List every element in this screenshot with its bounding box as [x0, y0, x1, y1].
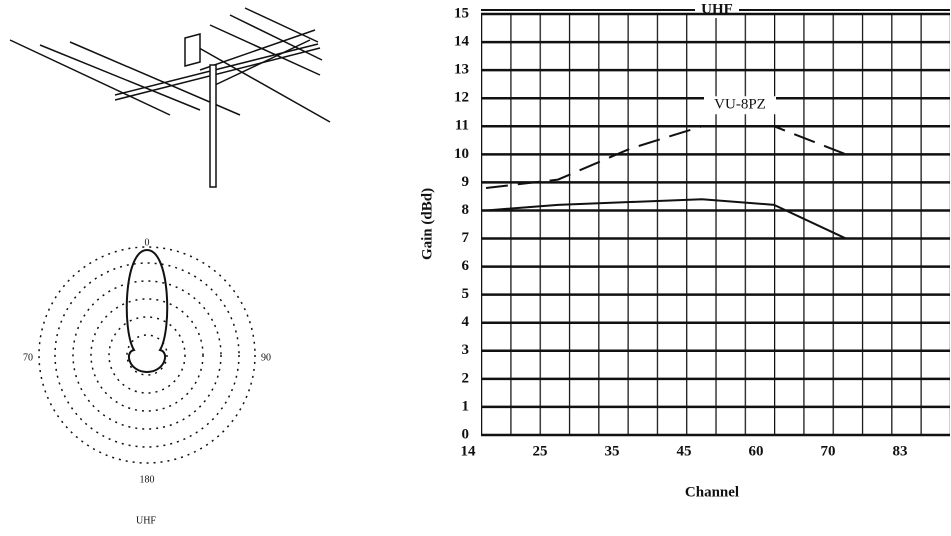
y-tick-label: 6 [462, 258, 470, 274]
y-tick-label: 15 [454, 5, 469, 21]
polar-label: 90 [261, 352, 271, 363]
y-tick-label: 9 [462, 174, 470, 190]
y-tick-label: 12 [454, 90, 469, 106]
series-label-bg [704, 96, 776, 115]
series-line [485, 198, 847, 240]
y-tick-label: 5 [462, 286, 470, 302]
y-tick-label: 1 [462, 398, 470, 414]
x-tick-label: 14 [461, 443, 477, 459]
y-tick-label: 3 [462, 342, 470, 358]
y-tick-label: 14 [454, 34, 470, 50]
y-tick-label: 8 [462, 202, 470, 218]
polar-label: 0 [145, 237, 150, 248]
polar-label: 70 [23, 352, 33, 363]
polar-caption: UHF [136, 515, 156, 526]
y-tick-label: 13 [454, 62, 469, 78]
polar-label: 180 [140, 474, 155, 485]
x-tick-label: 35 [605, 443, 620, 459]
vertical-grid [481, 14, 950, 435]
x-tick-label: 45 [677, 443, 692, 459]
polar-diagram [38, 246, 256, 464]
y-tick-label: 4 [462, 314, 470, 330]
antenna-drawing [9, 7, 331, 188]
y-tick-label: 0 [462, 426, 470, 442]
y-tick-label: 2 [462, 370, 470, 386]
y-tick-label: 7 [462, 230, 470, 246]
x-tick-label: 70 [821, 443, 836, 459]
series-label: VU-8PZ [714, 97, 766, 113]
x-tick-label: 25 [533, 443, 548, 459]
x-axis-label: Channel [685, 484, 739, 500]
y-tick-label: 11 [455, 118, 469, 134]
y-axis-label: Gain (dBd) [419, 188, 435, 260]
x-tick-label: 83 [893, 443, 908, 459]
x-tick-label: 60 [749, 443, 764, 459]
y-tick-label: 10 [454, 146, 469, 162]
